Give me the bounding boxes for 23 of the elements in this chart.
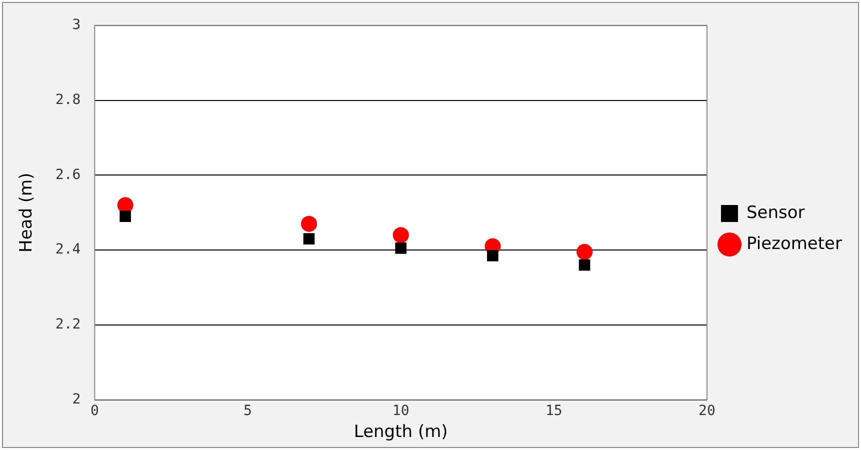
- point: [576, 244, 593, 260]
- x-tick-label: 20: [698, 402, 716, 419]
- legend-label: Sensor: [746, 202, 805, 223]
- point: [303, 233, 315, 244]
- point: [120, 210, 131, 222]
- y-tick-label: 2.6: [55, 166, 81, 183]
- y-tick-label: 3: [72, 17, 81, 34]
- y-tick-label: 2: [72, 391, 81, 408]
- point: [487, 250, 498, 262]
- x-axis-title: Length (m): [354, 422, 448, 442]
- x-tick-label: 10: [392, 402, 410, 419]
- point: [300, 216, 317, 232]
- y-tick-label: 2.8: [55, 92, 81, 108]
- point: [395, 242, 406, 254]
- legend-label: Piezometer: [746, 234, 842, 254]
- y-tick-label: 2.4: [55, 242, 81, 258]
- point: [392, 227, 409, 244]
- x-tick-label: 15: [545, 402, 562, 419]
- y-axis-title: Head (m): [16, 172, 37, 252]
- y-tick-label: 2.2: [55, 316, 81, 333]
- x-tick-label: 5: [244, 402, 252, 419]
- point: [578, 259, 590, 271]
- x-tick-label: 0: [90, 402, 99, 419]
